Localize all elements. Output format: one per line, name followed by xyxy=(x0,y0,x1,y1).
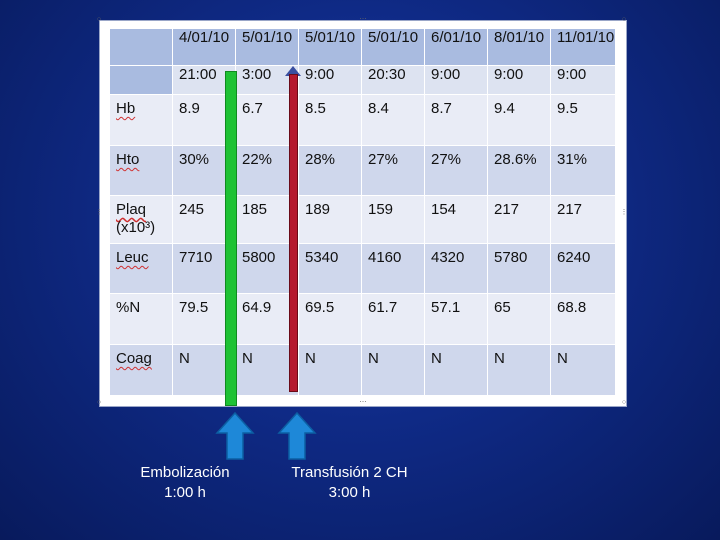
table-cell: 217 xyxy=(487,195,551,244)
table-cell: N xyxy=(424,344,488,396)
header-cell-empty xyxy=(109,28,173,66)
table-cell: 28% xyxy=(298,145,362,196)
table-cell: 8.7 xyxy=(424,94,488,146)
resize-handle-top-right[interactable]: ○ xyxy=(621,16,627,23)
resize-handle-top[interactable]: ⋯ xyxy=(359,16,367,23)
table-cell: 5340 xyxy=(298,243,362,294)
time-header-row: 21:00 3:00 9:00 20:30 9:00 9:00 9:00 xyxy=(109,65,616,95)
transfusion-caption: Transfusión 2 CH 3:00 h xyxy=(272,463,427,503)
resize-handle-bottom-right[interactable]: ○ xyxy=(621,399,627,406)
lab-results-table-frame[interactable]: ○ ⋯ ○ ⋮ ⋮ ○ ⋯ ○ 4/01/10 5/01/10 5/01/10 … xyxy=(96,16,628,407)
row-label: Coag xyxy=(109,344,173,396)
time-header-cell: 9:00 xyxy=(550,65,616,95)
table-row-hb: Hb 8.9 6.7 8.5 8.4 8.7 9.4 9.5 xyxy=(109,94,616,146)
row-label-unit: (x10³) xyxy=(116,219,156,236)
table-cell: 4160 xyxy=(361,243,425,294)
resize-handle-top-left[interactable]: ○ xyxy=(96,16,102,23)
date-header-cell: 4/01/10 xyxy=(172,28,236,66)
date-header-cell: 6/01/10 xyxy=(424,28,488,66)
date-header-cell: 8/01/10 xyxy=(487,28,551,66)
table-cell: 6240 xyxy=(550,243,616,294)
resize-handle-right[interactable]: ⋮ xyxy=(620,209,628,216)
table-cell: 57.1 xyxy=(424,293,488,345)
table-cell: 8.4 xyxy=(361,94,425,146)
table-cell: 22% xyxy=(235,145,299,196)
table-cell: 27% xyxy=(424,145,488,196)
date-header-row: 4/01/10 5/01/10 5/01/10 5/01/10 6/01/10 … xyxy=(109,28,616,66)
time-header-cell: 20:30 xyxy=(361,65,425,95)
up-arrow-icon xyxy=(215,411,255,460)
resize-handle-bottom[interactable]: ⋯ xyxy=(359,399,367,406)
transfusion-marker-arrowhead xyxy=(285,66,301,76)
table-row-leuc: Leuc 7710 5800 5340 4160 4320 5780 6240 xyxy=(109,243,616,294)
date-header-cell: 11/01/10 xyxy=(550,28,616,66)
up-arrow-icon xyxy=(277,411,317,460)
lab-results-table: 4/01/10 5/01/10 5/01/10 5/01/10 6/01/10 … xyxy=(109,28,616,396)
caption-line: 3:00 h xyxy=(328,484,371,501)
time-header-cell: 9:00 xyxy=(487,65,551,95)
table-cell: N xyxy=(487,344,551,396)
table-cell: 159 xyxy=(361,195,425,244)
table-row-plaq: Plaq (x10³) 245 185 189 159 154 217 217 xyxy=(109,195,616,244)
table-cell: 9.4 xyxy=(487,94,551,146)
time-header-cell: 9:00 xyxy=(298,65,362,95)
table-cell: 189 xyxy=(298,195,362,244)
resize-handle-bottom-left[interactable]: ○ xyxy=(96,399,102,406)
table-cell: 68.8 xyxy=(550,293,616,345)
table-cell: 31% xyxy=(550,145,616,196)
row-label: Hto xyxy=(109,145,173,196)
table-cell: 217 xyxy=(550,195,616,244)
row-label-cell: Plaq (x10³) xyxy=(109,195,173,244)
caption-line: 1:00 h xyxy=(164,484,206,501)
table-cell: 8.5 xyxy=(298,94,362,146)
time-header-cell: 9:00 xyxy=(424,65,488,95)
table-cell: 5780 xyxy=(487,243,551,294)
table-row-coag: Coag N N N N N N N xyxy=(109,344,616,396)
table-cell: 185 xyxy=(235,195,299,244)
table-cell: N xyxy=(550,344,616,396)
table-cell: 69.5 xyxy=(298,293,362,345)
table-cell: 61.7 xyxy=(361,293,425,345)
transfusion-marker-line xyxy=(289,74,298,392)
table-row-hto: Hto 30% 22% 28% 27% 27% 28.6% 31% xyxy=(109,145,616,196)
date-header-cell: 5/01/10 xyxy=(298,28,362,66)
table-cell: N xyxy=(298,344,362,396)
date-header-cell: 5/01/10 xyxy=(361,28,425,66)
table-cell: 28.6% xyxy=(487,145,551,196)
table-cell: N xyxy=(361,344,425,396)
table-cell: 154 xyxy=(424,195,488,244)
row-label: Plaq xyxy=(116,201,147,218)
row-label: %N xyxy=(109,293,173,345)
table-row-n: %N 79.5 64.9 69.5 61.7 57.1 65 68.8 xyxy=(109,293,616,345)
table-cell: 5800 xyxy=(235,243,299,294)
embolization-marker-line xyxy=(225,71,237,406)
table-cell: 4320 xyxy=(424,243,488,294)
header-cell-empty xyxy=(109,65,173,95)
table-cell: 65 xyxy=(487,293,551,345)
row-label: Leuc xyxy=(109,243,173,294)
embolization-caption: Embolización 1:00 h xyxy=(120,463,250,503)
row-label: Hb xyxy=(109,94,173,146)
table-cell: 27% xyxy=(361,145,425,196)
resize-handle-left[interactable]: ⋮ xyxy=(95,209,103,216)
caption-line: Transfusión 2 CH xyxy=(291,464,408,481)
table-cell: 9.5 xyxy=(550,94,616,146)
caption-line: Embolización xyxy=(140,464,230,481)
date-header-cell: 5/01/10 xyxy=(235,28,299,66)
